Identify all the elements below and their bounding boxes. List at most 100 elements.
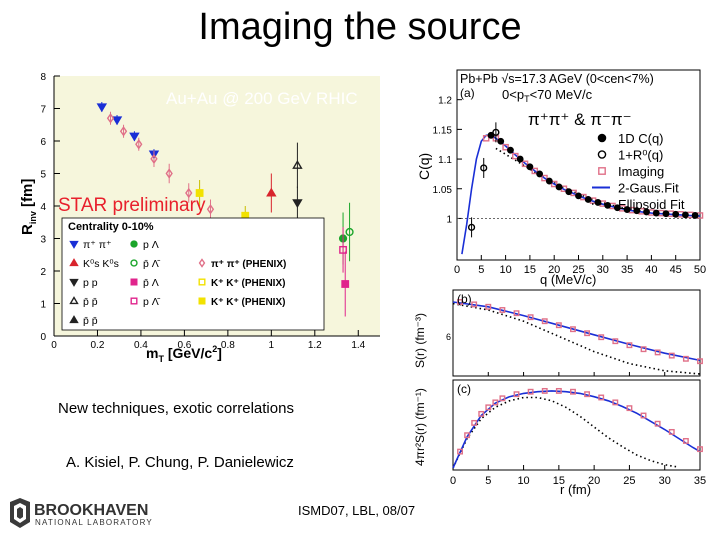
left-chart-point: [266, 187, 277, 197]
left-chart-point: [206, 204, 215, 215]
left-chart-legend-marker: [130, 259, 138, 267]
correlation-legend-label: Ellipsoid Fit: [618, 197, 685, 212]
correlation-imaging-point: [502, 143, 509, 151]
source-c-ellipsoid-line: [452, 396, 679, 469]
left-chart-point: [341, 280, 350, 288]
correlation-legend-marker: [598, 167, 606, 175]
source-axes: 0 5 10 15 20 25 30 35: [450, 372, 706, 487]
correlation-1d-point: [487, 131, 495, 139]
correlation-panel-label: (a): [460, 86, 475, 100]
left-chart-point: [96, 103, 108, 113]
left-chart-legend-label: π⁺ π⁺ (PHENIX): [211, 259, 286, 270]
slide-authors: A. Kisiel, P. Chung, P. Danielewicz: [66, 454, 294, 471]
left-chart-legend-title: Centrality 0-10%: [68, 221, 154, 233]
correlation-1d-point: [643, 208, 650, 216]
left-chart-xtick-label: 1: [269, 340, 275, 351]
source-b-imaging-point: [513, 310, 520, 317]
left-chart-title: Au+Au @ 200 GeV RHIC: [166, 89, 358, 108]
source-b-imaging-point: [485, 303, 492, 310]
correlation-ytick-label: 1.1: [438, 155, 452, 166]
source-panel-b-ytick: 6: [446, 332, 451, 342]
source-c-imaging-point: [492, 399, 499, 406]
left-chart-xtick-label: 0.2: [91, 340, 105, 351]
source-xtick-label: 35: [694, 475, 706, 487]
correlation-imaging-point: [512, 152, 519, 160]
left-chart-legend-label: p Λ̄: [143, 296, 161, 308]
correlation-xtick-label: 40: [645, 264, 657, 276]
left-chart-xtick-label: 0.8: [221, 340, 235, 351]
source-b-imaging-point: [457, 299, 463, 305]
correlation-1d-point: [623, 206, 631, 213]
correlation-xtick-label: 25: [572, 264, 584, 276]
left-chart-ytick-label: 4: [40, 202, 46, 213]
left-chart-point: [165, 168, 173, 179]
correlation-1d-point: [584, 196, 592, 203]
correlation-1d-point: [526, 163, 534, 171]
source-b-imaging-point: [541, 318, 548, 325]
left-chart-xtick-label: 0: [51, 340, 57, 351]
source-xtick-label: 25: [623, 475, 635, 487]
correlation-pair-label: π⁺π⁺ & π⁻π⁻: [528, 110, 632, 129]
correlation-plot-frame: [456, 69, 701, 261]
source-b-imaging-point: [555, 322, 562, 329]
left-chart-legend-label: p̄ Λ̄: [143, 258, 161, 270]
left-chart-legend-marker: [198, 258, 206, 268]
source-b-imaging-point: [527, 314, 534, 321]
brookhaven-logo-main: BROOKHAVEN: [34, 502, 148, 519]
source-panel-b-label: (b): [457, 292, 472, 306]
brookhaven-logo: BROOKHAVEN NATIONAL LABORATORY: [10, 498, 153, 528]
correlation-ytick-label: 1.2: [438, 96, 452, 107]
left-chart-legend-marker: [69, 315, 79, 324]
correlation-1d-point: [682, 211, 689, 219]
source-c-imaging-point: [478, 410, 485, 417]
correlation-xlabel: q (MeV/c): [540, 272, 596, 287]
left-chart-ytick-label: 7: [40, 105, 46, 116]
correlation-xtick-label: 50: [694, 264, 706, 276]
correlation-curves: [461, 122, 704, 255]
correlation-legend-label: 1+R⁰(q): [618, 148, 663, 163]
left-chart-xtick-label: 1.2: [308, 340, 322, 351]
correlation-legend: 1D C(q) 1+R⁰(q)Imaging 2-Gaus.FitEllipsoid…: [592, 131, 685, 212]
correlation-1d-point: [545, 177, 553, 185]
source-c-imaging-point: [682, 437, 689, 444]
left-chart-ytick-label: 8: [40, 72, 46, 83]
left-chart-xlabel: mT [GeV/c2]: [146, 344, 222, 364]
source-xtick-label: 30: [659, 475, 671, 487]
correlation-1d-point: [565, 188, 573, 196]
source-c-imaging-point: [612, 399, 619, 406]
source-c-imaging-point: [555, 387, 562, 394]
correlation-xtick-label: 10: [499, 264, 511, 276]
left-chart-legend-marker: [69, 240, 79, 249]
left-chart-legend-label: K⁺ K⁺ (PHENIX): [211, 297, 285, 308]
left-chart: 0 1 2 3 4 5 6 7 8 0 0.2 0.4 0.6 0.8 1 1.2 1.4 Au+Au @ 20…: [19, 72, 380, 364]
slide-title: Imaging the source: [198, 6, 522, 48]
source-c-gauss-line: [452, 390, 701, 469]
left-chart-ytick-label: 6: [40, 137, 46, 148]
source-b-imaging-point: [626, 342, 633, 349]
left-chart-watermark: STAR preliminary: [58, 195, 206, 216]
source-xlabel: r (fm): [560, 482, 591, 497]
correlation-r0-point: [480, 164, 488, 172]
source-b-imaging-point: [682, 355, 689, 362]
correlation-imaging-point: [482, 135, 490, 142]
source-panel-c-ylabel: 4πr²S(r) (fm⁻¹): [413, 388, 427, 466]
left-chart-xtick-label: 0.6: [177, 340, 191, 351]
left-chart-legend: Centrality 0-10% π⁺ π⁺ K⁰s K⁰s p p p̄ p̄ p̄ p…: [61, 217, 325, 331]
source-curves: [452, 299, 703, 469]
source-c-imaging-point: [513, 391, 520, 398]
left-chart-point: [345, 227, 354, 237]
source-b-imaging-point: [654, 349, 661, 356]
source-c-imaging-point: [668, 428, 675, 435]
correlation-ylabel: C(q): [416, 153, 432, 180]
source-c-imaging-point: [471, 419, 478, 426]
brookhaven-logo-sub: NATIONAL LABORATORY: [35, 518, 153, 527]
correlation-1d-point: [575, 192, 582, 200]
correlation-axes: 1 1.05 1.1 1.15 1.2 0 5 10 15 20 25 30 35 40 45 50: [433, 96, 707, 276]
correlation-1d-point: [672, 210, 680, 218]
left-chart-legend-label: p̄ p̄: [83, 296, 98, 308]
slide-footer: ISMD07, LBL, 08/07: [298, 503, 416, 518]
correlation-imaging-point: [541, 174, 548, 182]
correlation-chart: 1 1.05 1.1 1.15 1.2 0 5 10 15 20 25 30 35 40 45 50 Pb+P…: [416, 69, 707, 287]
correlation-xtick-label: 35: [621, 264, 633, 276]
left-chart-legend-marker: [69, 278, 79, 287]
